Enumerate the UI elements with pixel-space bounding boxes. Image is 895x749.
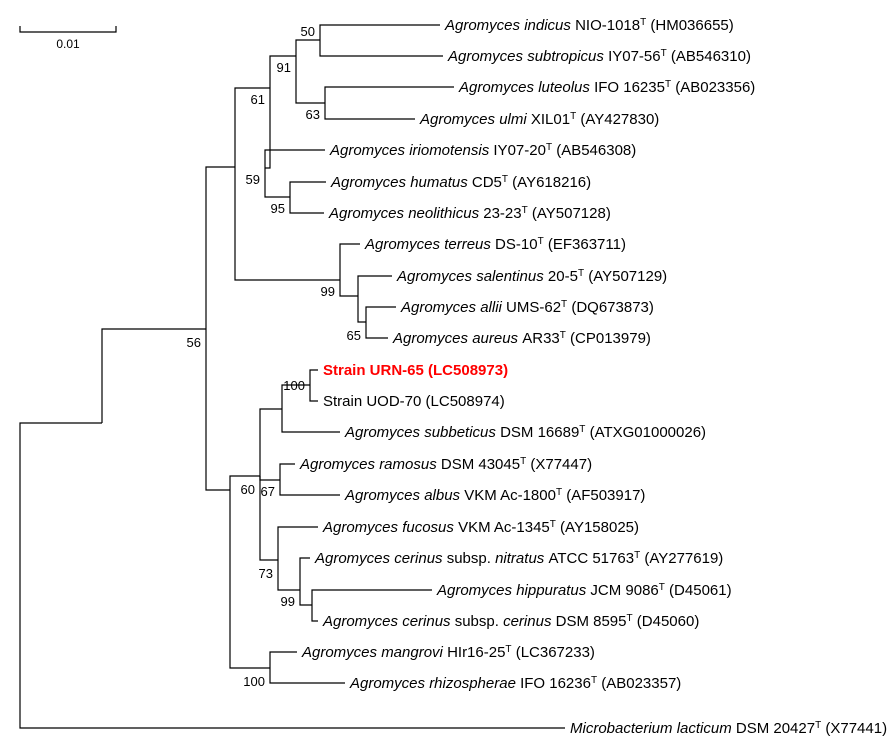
scale-bar [20,26,116,32]
leaf-label: Agromyces cerinus subsp. cerinus DSM 859… [322,613,699,631]
branch [278,560,300,590]
branch [278,527,318,560]
branch [280,480,340,495]
leaf-label: Agromyces neolithicus 23-23T (AY507128) [328,205,611,223]
branch [300,558,310,590]
bootstrap-value: 100 [283,378,305,393]
leaf-label: Agromyces aureus AR33T (CP013979) [392,330,651,348]
leaf-label: Agromyces allii UMS-62T (DQ673873) [400,299,654,317]
branch [312,605,318,621]
branch [206,329,230,490]
bootstrap-value: 73 [259,566,273,581]
branch [320,40,443,56]
leaf-label: Agromyces iriomotensis IY07-20T (AB54630… [329,142,636,160]
branch [290,197,324,213]
leaf-label: Agromyces salentinus 20-5T (AY507129) [396,268,667,286]
scale-bar-label: 0.01 [56,37,80,51]
branch [290,182,326,197]
leaf-label: Agromyces humatus CD5T (AY618216) [330,174,591,192]
bootstrap-value: 95 [271,201,285,216]
branch [270,668,345,683]
bootstrap-value: 60 [241,482,255,497]
leaf-label: Agromyces albus VKM Ac-1800T (AF503917) [344,487,645,505]
branch [260,476,280,480]
branch [280,464,295,480]
bootstrap-value: 99 [321,284,335,299]
branch [296,56,325,103]
branch [358,276,392,296]
branch [265,88,270,168]
leaf-label: Agromyces ramosus DSM 43045T (X77447) [299,456,592,474]
branch [310,385,318,401]
branch [358,296,366,322]
branch [265,168,290,197]
branch [206,167,235,329]
leaf-label: Agromyces subbeticus DSM 16689T (ATXG010… [344,424,706,442]
leaf-label: Agromyces cerinus subsp. nitratus ATCC 5… [314,550,723,568]
branch [282,409,340,432]
branch [325,103,415,119]
branch [340,244,360,280]
branch [366,322,388,338]
leaf-label: Agromyces terreus DS-10T (EF363711) [364,236,626,254]
branch [20,423,102,451]
bootstrap-value: 100 [243,674,265,689]
bootstrap-value: 50 [301,24,315,39]
bootstrap-value: 59 [246,172,260,187]
bootstrap-value: 63 [306,107,320,122]
leaf-label: Agromyces luteolus IFO 16235T (AB023356) [458,79,755,97]
branch [265,150,325,168]
leaf-label: Agromyces subtropicus IY07-56T (AB546310… [447,48,751,66]
leaf-label: Agromyces rhizospherae IFO 16236T (AB023… [349,675,681,693]
branch [300,590,312,605]
branch [310,370,318,385]
bootstrap-value: 61 [251,92,265,107]
leaf-label: Agromyces fucosus VKM Ac-1345T (AY158025… [322,519,639,537]
branch [340,280,358,296]
bootstrap-value: 65 [347,328,361,343]
leaf-label: Agromyces hippuratus JCM 9086T (D45061) [436,582,732,600]
leaf-label: Strain UOD-70 (LC508974) [323,393,505,410]
leaf-label: Agromyces mangrovi HIr16-25T (LC367233) [301,644,595,662]
branch [296,40,320,56]
bootstrap-value: 56 [187,335,201,350]
leaf-label: Microbacterium lacticum DSM 20427T (X774… [570,720,887,738]
phylogenetic-tree: 56 61 91 50 63 59 95 99 65 60 100 67 73 99 100 Microbac… [0,0,895,749]
leaf-label: Agromyces ulmi XIL01T (AY427830) [419,111,659,129]
branch [320,25,440,40]
branch [270,652,297,668]
bootstrap-value: 99 [281,594,295,609]
bootstrap-value: 67 [261,484,275,499]
branch [312,590,432,605]
branch [366,307,396,322]
branch [260,409,282,476]
leaf-label: Strain URN-65 (LC508973) [323,362,508,379]
bootstrap-value: 91 [277,60,291,75]
branch [325,87,454,103]
leaf-label: Agromyces indicus NIO-1018T (HM036655) [444,17,734,35]
